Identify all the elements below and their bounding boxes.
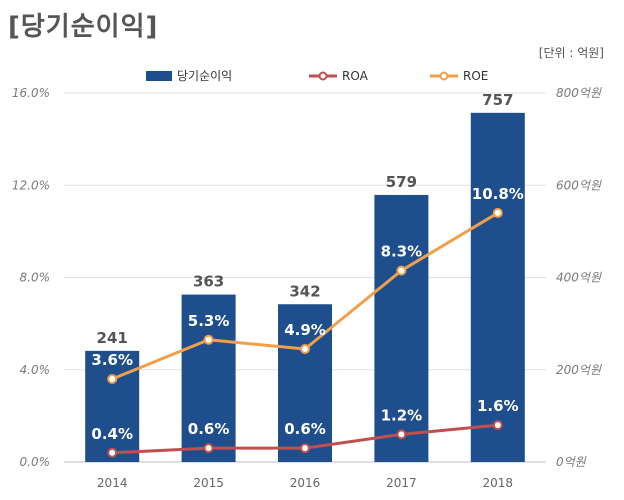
point-roa	[203, 443, 214, 454]
x-tick-label: 2015	[193, 476, 224, 490]
right-tick-label: 600억원	[556, 178, 602, 192]
legend: 당기순이익 ROA ROE	[146, 69, 488, 83]
bar-value-label: 241	[97, 329, 128, 347]
left-tick-label: 12.0%	[12, 178, 50, 192]
point-roa	[396, 429, 407, 440]
x-axis: 2014 2015 2016 2017 2018	[97, 476, 513, 490]
point-label-roa: 1.2%	[381, 406, 423, 424]
point-roa	[300, 443, 310, 454]
point-roe	[300, 343, 310, 354]
point-label-roa: 0.6%	[284, 420, 326, 438]
legend-label: ROE	[463, 69, 488, 83]
bar-series	[85, 112, 525, 463]
point-label-roe: 3.6%	[91, 351, 133, 369]
legend-swatch-marker	[318, 71, 328, 81]
legend-swatch-marker	[439, 71, 449, 81]
left-tick-label: 8.0%	[20, 271, 51, 285]
legend-swatch-bar	[146, 71, 172, 81]
point-label-roa: 1.6%	[477, 397, 519, 415]
x-tick-label: 2014	[97, 476, 128, 490]
bar-value-label: 342	[289, 282, 320, 300]
bar	[85, 350, 140, 462]
x-tick-label: 2018	[483, 476, 514, 490]
left-tick-label: 4.0%	[20, 363, 51, 377]
x-tick-label: 2016	[290, 476, 321, 490]
right-tick-label: 400억원	[556, 271, 602, 285]
right-axis: 0억원 200억원 400억원 600억원 800억원	[556, 86, 602, 469]
bar	[181, 294, 236, 462]
legend-label: ROA	[342, 69, 369, 83]
bar-value-label: 579	[386, 173, 417, 191]
point-label-roa: 0.6%	[188, 420, 230, 438]
left-tick-label: 0.0%	[20, 455, 51, 469]
point-roe	[492, 207, 503, 218]
unit-label: [단위 : 억원]	[538, 46, 604, 60]
right-tick-label: 200억원	[556, 363, 602, 377]
point-roe	[203, 334, 214, 345]
point-label-roe: 8.3%	[381, 243, 423, 261]
point-roe	[396, 265, 407, 276]
x-tick-label: 2017	[386, 476, 417, 490]
data-labels: 241 363 342 579 757 0.4% 0.6% 0.6% 1.2% 1.6% 3.6% 5…	[91, 91, 523, 443]
point-label-roa: 0.4%	[91, 425, 133, 443]
point-roa	[107, 447, 118, 458]
bar	[470, 112, 525, 463]
bar-value-label: 363	[193, 273, 224, 291]
legend-label: 당기순이익	[177, 69, 232, 83]
bar	[374, 194, 429, 462]
right-tick-label: 0억원	[556, 455, 587, 469]
left-axis: 0.0% 4.0% 8.0% 12.0% 16.0%	[12, 86, 50, 469]
point-label-roe: 4.9%	[284, 321, 326, 339]
point-label-roe: 10.8%	[472, 185, 524, 203]
bar-value-label: 757	[482, 91, 513, 109]
bar	[278, 304, 332, 462]
point-label-roe: 5.3%	[188, 312, 230, 330]
point-roa	[492, 420, 503, 431]
page-title: [당기순이익]	[8, 12, 159, 42]
point-roe	[107, 373, 118, 384]
left-tick-label: 16.0%	[12, 86, 50, 100]
line-series	[107, 207, 503, 458]
right-tick-label: 800억원	[556, 86, 602, 100]
